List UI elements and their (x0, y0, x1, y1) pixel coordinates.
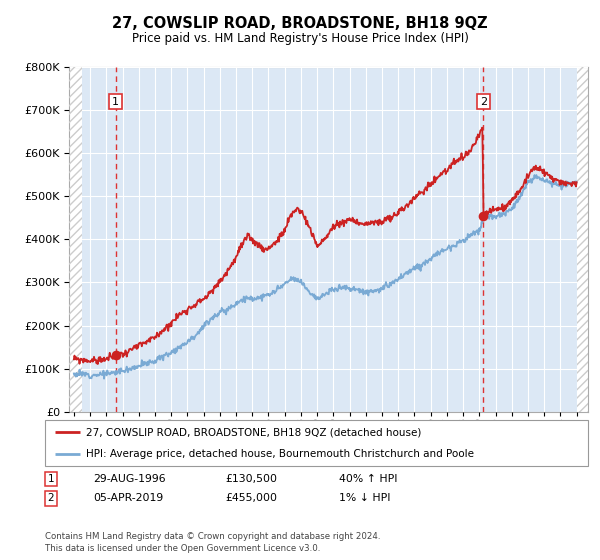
Text: Contains HM Land Registry data © Crown copyright and database right 2024.
This d: Contains HM Land Registry data © Crown c… (45, 533, 380, 553)
Text: £130,500: £130,500 (225, 474, 277, 484)
Text: £455,000: £455,000 (225, 493, 277, 503)
Text: HPI: Average price, detached house, Bournemouth Christchurch and Poole: HPI: Average price, detached house, Bour… (86, 449, 474, 459)
Text: 05-APR-2019: 05-APR-2019 (93, 493, 163, 503)
Text: 27, COWSLIP ROAD, BROADSTONE, BH18 9QZ: 27, COWSLIP ROAD, BROADSTONE, BH18 9QZ (112, 16, 488, 31)
Text: 40% ↑ HPI: 40% ↑ HPI (339, 474, 397, 484)
Text: 1: 1 (112, 97, 119, 106)
Text: Price paid vs. HM Land Registry's House Price Index (HPI): Price paid vs. HM Land Registry's House … (131, 32, 469, 45)
Bar (577, 67, 588, 412)
FancyBboxPatch shape (45, 420, 588, 466)
Bar (69, 67, 82, 412)
Text: 2: 2 (480, 97, 487, 106)
Text: 29-AUG-1996: 29-AUG-1996 (93, 474, 166, 484)
Text: 1: 1 (47, 474, 55, 484)
Bar (69, 67, 82, 412)
Bar (577, 67, 588, 412)
Text: 2: 2 (47, 493, 55, 503)
Text: 27, COWSLIP ROAD, BROADSTONE, BH18 9QZ (detached house): 27, COWSLIP ROAD, BROADSTONE, BH18 9QZ (… (86, 427, 421, 437)
Text: 1% ↓ HPI: 1% ↓ HPI (339, 493, 391, 503)
